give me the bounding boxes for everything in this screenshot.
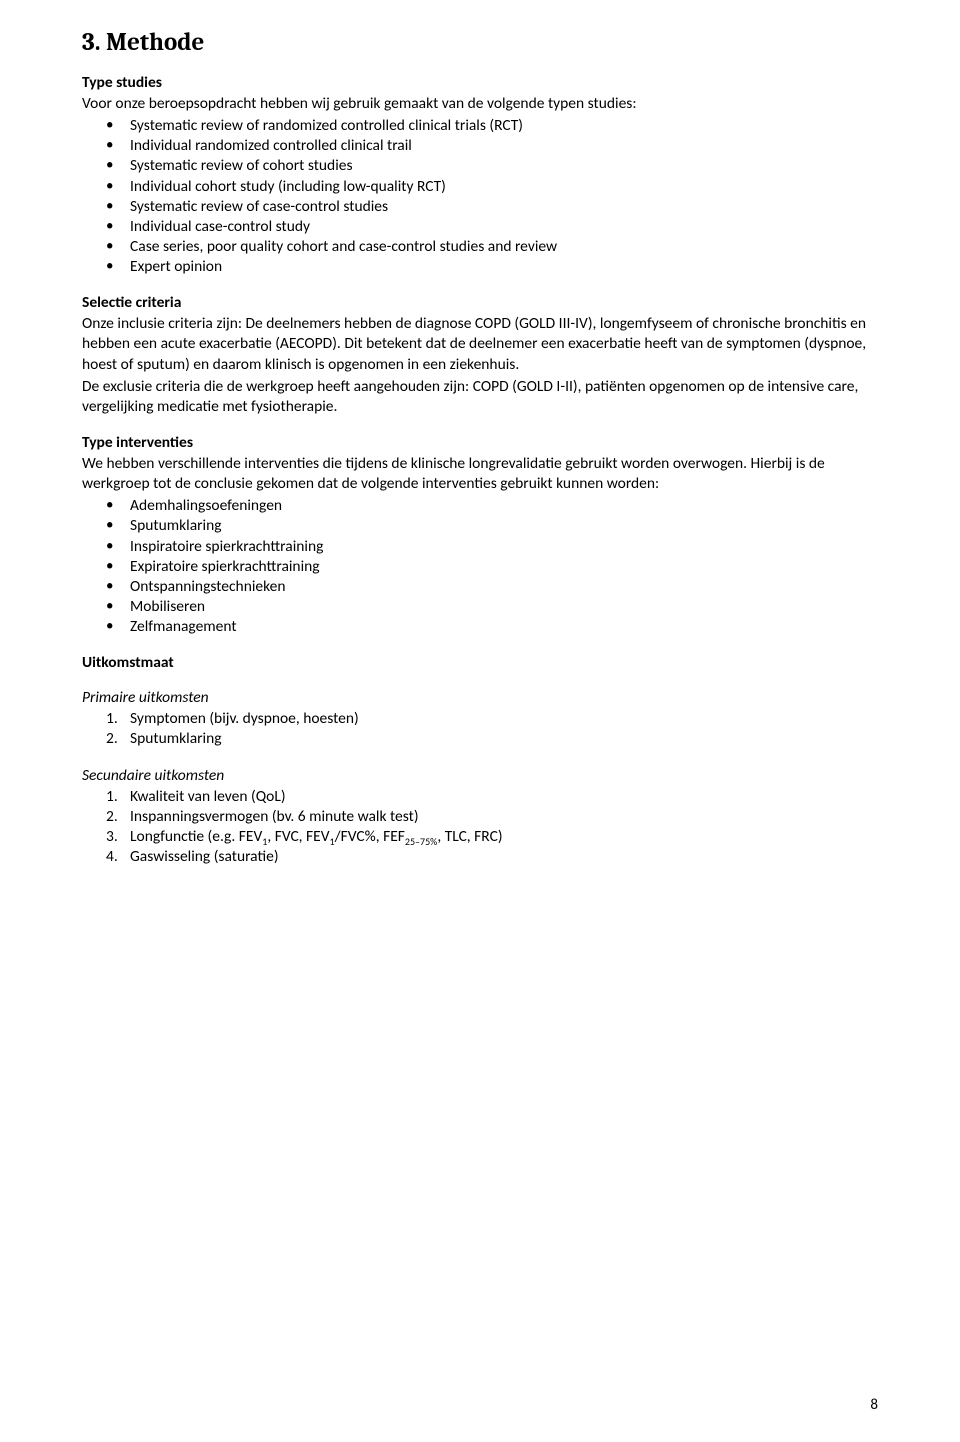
list-item: Zelfmanagement	[82, 617, 878, 637]
list-item: Longfunctie (e.g. FEV1, FVC, FEV1/FVC%, …	[82, 827, 878, 847]
heading-type-studies: Type studies	[82, 73, 878, 92]
list-item: Systematic review of randomized controll…	[82, 116, 878, 136]
list-item: Sputumklaring	[82, 729, 878, 749]
intro-interventies: We hebben verschillende interventies die…	[82, 454, 878, 494]
list-item: Individual case-control study	[82, 217, 878, 237]
heading-selectie: Selectie criteria	[82, 293, 878, 312]
text-span: Longfunctie (e.g. FEV	[130, 827, 262, 846]
list-item: Symptomen (bijv. dyspnoe, hoesten)	[82, 709, 878, 729]
page: 3. Methode Type studies Voor onze beroep…	[0, 0, 960, 1442]
list-secundaire: Kwaliteit van leven (QoL) Inspanningsver…	[82, 787, 878, 868]
list-item: Ademhalingsoefeningen	[82, 496, 878, 516]
subscript: 25–75%	[405, 835, 437, 848]
list-item: Expert opinion	[82, 257, 878, 277]
text-span: /FVC%, FEF	[335, 827, 405, 846]
text-span: , TLC, FRC)	[437, 827, 502, 846]
list-interventies: Ademhalingsoefeningen Sputumklaring Insp…	[82, 496, 878, 637]
list-primaire: Symptomen (bijv. dyspnoe, hoesten) Sputu…	[82, 709, 878, 749]
list-item: Mobiliseren	[82, 597, 878, 617]
list-item: Inspiratoire spierkrachttraining	[82, 537, 878, 557]
heading-secundaire: Secundaire uitkomsten	[82, 766, 878, 785]
intro-type-studies: Voor onze beroepsopdracht hebben wij geb…	[82, 94, 878, 114]
list-item: Individual cohort study (including low-q…	[82, 177, 878, 197]
para-selectie-2: De exclusie criteria die de werkgroep he…	[82, 377, 878, 417]
list-item: Kwaliteit van leven (QoL)	[82, 787, 878, 807]
heading-uitkomstmaat: Uitkomstmaat	[82, 653, 878, 672]
text-span: , FVC, FEV	[267, 827, 329, 846]
page-number: 8	[870, 1396, 878, 1414]
list-item: Sputumklaring	[82, 516, 878, 536]
para-selectie-1: Onze inclusie criteria zijn: De deelneme…	[82, 314, 878, 374]
list-item: Gaswisseling (saturatie)	[82, 847, 878, 867]
list-item: Individual randomized controlled clinica…	[82, 136, 878, 156]
list-item: Systematic review of case-control studie…	[82, 197, 878, 217]
list-item: Case series, poor quality cohort and cas…	[82, 237, 878, 257]
section-title: 3. Methode	[82, 28, 878, 57]
heading-primaire: Primaire uitkomsten	[82, 688, 878, 707]
list-item: Systematic review of cohort studies	[82, 156, 878, 176]
list-item: Expiratoire spierkrachttraining	[82, 557, 878, 577]
list-type-studies: Systematic review of randomized controll…	[82, 116, 878, 277]
list-item: Ontspanningstechnieken	[82, 577, 878, 597]
heading-interventies: Type interventies	[82, 433, 878, 452]
list-item: Inspanningsvermogen (bv. 6 minute walk t…	[82, 807, 878, 827]
